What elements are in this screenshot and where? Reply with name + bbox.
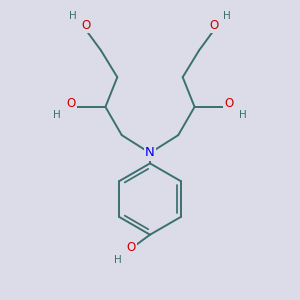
Text: O: O: [224, 98, 233, 110]
Text: N: N: [145, 146, 155, 160]
Text: H: H: [223, 11, 231, 21]
Text: H: H: [69, 11, 77, 21]
Text: H: H: [53, 110, 61, 120]
Text: O: O: [81, 19, 90, 32]
Text: H: H: [114, 255, 122, 265]
Text: O: O: [210, 19, 219, 32]
Text: O: O: [127, 241, 136, 254]
Text: O: O: [67, 98, 76, 110]
Text: H: H: [239, 110, 247, 120]
